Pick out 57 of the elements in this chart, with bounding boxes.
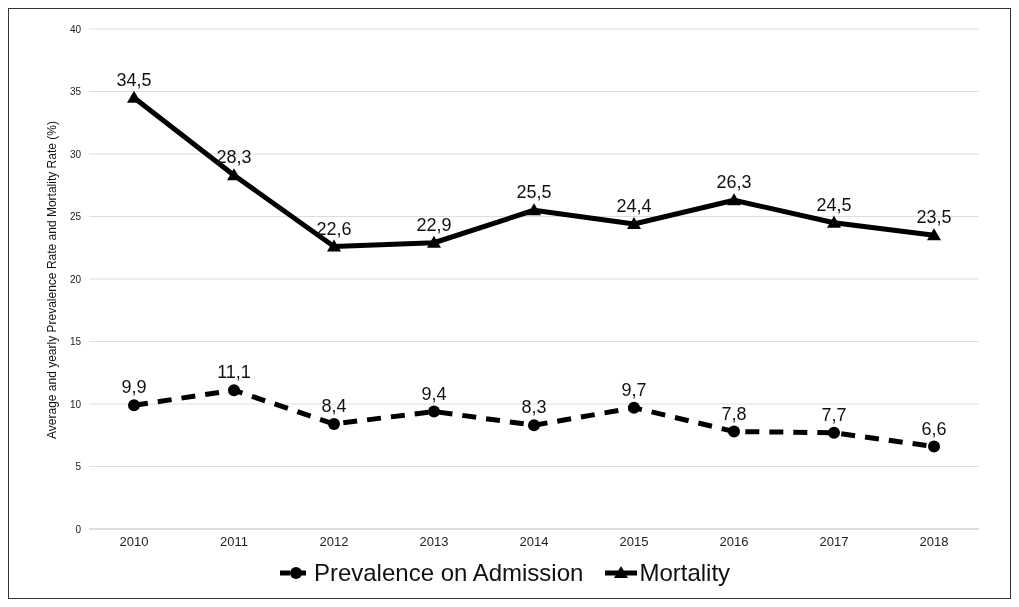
data-label: 25,5 <box>516 182 552 203</box>
point <box>528 419 540 432</box>
data-label: 26,3 <box>716 172 752 193</box>
point <box>927 228 941 241</box>
data-label: 11,1 <box>217 362 251 383</box>
data-label: 28,3 <box>216 147 252 168</box>
data-label: 22,9 <box>416 214 452 235</box>
x-tick-label: 2016 <box>719 534 749 550</box>
data-label: 8,3 <box>521 397 547 418</box>
point <box>127 90 141 103</box>
y-tick-label: 15 <box>69 336 82 348</box>
y-tick-label: 10 <box>69 398 82 410</box>
point <box>928 440 940 453</box>
legend-label: Mortality <box>638 559 731 587</box>
y-tick-label: 25 <box>69 211 82 223</box>
x-tick-label: 2014 <box>519 534 549 550</box>
point <box>828 426 840 439</box>
data-label: 9,7 <box>621 379 647 400</box>
y-tick-label: 5 <box>75 461 82 473</box>
point <box>128 399 140 412</box>
point <box>728 425 740 438</box>
data-label: 9,4 <box>421 383 447 404</box>
point <box>627 217 641 229</box>
point <box>427 235 441 248</box>
data-label: 6,6 <box>921 418 947 439</box>
data-label: 24,5 <box>816 194 852 215</box>
data-label: 7,7 <box>821 404 847 425</box>
data-label: 23,5 <box>916 207 952 228</box>
data-label: 7,8 <box>721 403 747 424</box>
data-label: 22,6 <box>316 218 352 239</box>
legend-label: Prevalence on Admission <box>312 559 584 587</box>
x-tick-label: 2010 <box>119 534 149 550</box>
point <box>228 384 240 397</box>
point <box>227 168 241 181</box>
x-tick-label: 2018 <box>919 534 949 550</box>
y-tick-label: 30 <box>69 148 82 160</box>
x-tick-label: 2012 <box>319 534 349 550</box>
data-label: 9,9 <box>121 377 147 398</box>
y-axis-title: Average and yearly Prevalence Rate and Mortality Rate (%) <box>45 121 60 439</box>
point <box>727 193 741 206</box>
data-label: 34,5 <box>116 69 152 90</box>
x-tick-label: 2013 <box>419 534 449 550</box>
point <box>328 418 340 430</box>
y-tick-label: 40 <box>69 23 82 35</box>
data-label: 8,4 <box>321 396 347 416</box>
y-tick-label: 35 <box>69 86 82 98</box>
data-label: 24,4 <box>616 196 652 216</box>
point <box>327 239 341 252</box>
point <box>428 405 440 418</box>
x-tick-label: 2017 <box>819 534 849 550</box>
point <box>827 215 841 228</box>
x-tick-label: 2011 <box>220 534 248 550</box>
point <box>527 203 541 216</box>
y-tick-label: 20 <box>69 273 82 285</box>
x-tick-label: 2015 <box>619 534 649 550</box>
y-tick-label: 0 <box>75 523 82 535</box>
point <box>628 401 640 414</box>
